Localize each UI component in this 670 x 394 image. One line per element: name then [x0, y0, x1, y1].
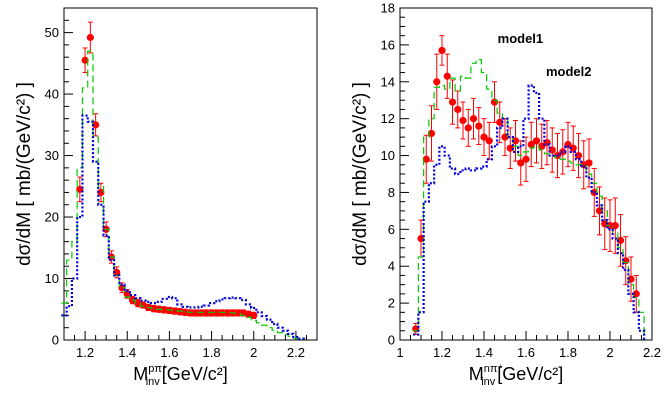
- x-axis-title-unit: [GeV/c²]: [497, 364, 563, 384]
- data-point: [527, 140, 535, 149]
- data-point: [438, 46, 446, 55]
- y-tick-label: 8: [388, 185, 395, 200]
- data-point: [459, 116, 467, 125]
- y-tick-label: 18: [381, 1, 395, 16]
- annotation-label: model1: [498, 31, 544, 46]
- x-tick-label: 1.6: [160, 345, 178, 360]
- data-point: [422, 155, 430, 163]
- y-tick-label: 16: [381, 37, 395, 52]
- data-point: [585, 159, 593, 167]
- data-point: [197, 309, 205, 317]
- y-tick-label: 10: [45, 271, 59, 286]
- data-point: [564, 140, 572, 149]
- x-axis-title: Mpπ⁺ inv [GeV/c²]: [133, 363, 228, 388]
- y-tick-label: 0: [52, 333, 59, 348]
- data-point: [213, 309, 221, 317]
- y-tick-label: 6: [388, 222, 395, 237]
- x-tick-label: 1.4: [118, 345, 136, 360]
- x-tick-label: 2.2: [643, 345, 661, 360]
- y-tick-label: 20: [45, 210, 59, 225]
- data-point: [176, 308, 184, 316]
- x-tick-label: 1.4: [475, 345, 493, 360]
- x-axis-title: Mnπ⁺ inv [GeV/c²]: [469, 363, 564, 388]
- data-point: [511, 137, 520, 145]
- data-point: [218, 309, 226, 317]
- data-point: [522, 155, 530, 163]
- x-tick-label: 1.2: [433, 345, 451, 360]
- x-axis-title-main: M: [469, 364, 484, 384]
- data-point: [574, 151, 583, 160]
- y-tick-label: 12: [381, 111, 395, 126]
- model-curve-dotted: [413, 84, 646, 340]
- data-point: [223, 309, 231, 317]
- data-point: [160, 306, 168, 314]
- data-point: [113, 268, 121, 276]
- data-point: [92, 121, 100, 129]
- data-point: [485, 137, 493, 145]
- x-tick-label: 1.2: [76, 345, 94, 360]
- x-axis-title-superscript: nπ⁺: [484, 363, 504, 375]
- y-tick-label: 14: [381, 74, 395, 89]
- plot-frame: [63, 7, 318, 341]
- data-point: [427, 129, 436, 138]
- data-point: [480, 133, 488, 141]
- data-point: [616, 236, 625, 244]
- right-panel-mass-n-piplus: 1 1.2 1.4 1.6 1.8 2 2.2 0 2 4 6 8 10 12 14 16 18 dσ/dM [ …: [350, 1, 661, 389]
- x-tick-label: 2: [250, 345, 257, 360]
- annotation-label: model2: [546, 64, 592, 79]
- data-point: [81, 56, 89, 64]
- data-point: [181, 308, 189, 316]
- x-tick-label: 1.8: [203, 345, 221, 360]
- y-tick-label: 10: [381, 148, 395, 163]
- y-tick-label: 50: [45, 25, 59, 40]
- data-point: [517, 159, 525, 167]
- x-axis-title-subscript: inv: [481, 376, 496, 388]
- x-axis-title-superscript: pπ⁺: [148, 363, 168, 375]
- data-point: [86, 33, 94, 42]
- data-point: [632, 290, 640, 298]
- data-point: [532, 137, 541, 145]
- x-axis-title-unit: [GeV/c²]: [162, 364, 228, 384]
- y-tick-label: 40: [45, 87, 59, 102]
- left-panel-mass-p-piplus: 1.2 1.4 1.6 1.8 2 2.2 0 10 20 30 40 50 dσ/dM [ mb/(G…: [14, 7, 318, 388]
- data-point: [475, 122, 483, 130]
- x-axis-title-main: M: [133, 364, 148, 384]
- x-tick-label: 1.6: [517, 345, 535, 360]
- x-tick-label: 1.8: [559, 345, 577, 360]
- data-point: [186, 309, 195, 317]
- data-point: [192, 309, 200, 317]
- data-point: [250, 311, 258, 320]
- x-tick-label: 2.2: [287, 345, 305, 360]
- data-point: [165, 306, 174, 315]
- y-axis-title: dσ/dM [ mb/(GeV/c²) ]: [14, 82, 35, 266]
- data-point: [569, 144, 577, 152]
- data-point: [611, 222, 619, 230]
- y-tick-label: 4: [388, 259, 395, 274]
- model-curve-dashed: [61, 50, 305, 340]
- data-point: [150, 305, 158, 313]
- x-tick-label: 2: [606, 345, 613, 360]
- data-point: [97, 188, 105, 197]
- data-point: [464, 124, 472, 132]
- y-axis-title: dσ/dM [ mb/(GeV/c²) ]: [350, 82, 371, 266]
- data-point: [433, 78, 441, 86]
- data-point: [171, 307, 179, 315]
- data-point: [454, 105, 462, 114]
- y-tick-label: 30: [45, 148, 59, 163]
- data-point: [448, 98, 457, 106]
- data-point: [202, 309, 210, 317]
- data-point: [443, 72, 451, 80]
- data-point: [207, 309, 216, 317]
- data-point: [234, 309, 242, 317]
- model-curve-dotted: [61, 114, 305, 340]
- data-point: [627, 275, 635, 283]
- x-tick-label: 1: [396, 345, 403, 360]
- y-tick-label: 0: [388, 333, 395, 348]
- x-axis-title-subscript: inv: [146, 376, 161, 388]
- y-tick-label: 2: [388, 296, 395, 311]
- model-curve-dashed: [413, 59, 645, 340]
- data-point: [469, 115, 478, 123]
- data-point: [496, 118, 504, 126]
